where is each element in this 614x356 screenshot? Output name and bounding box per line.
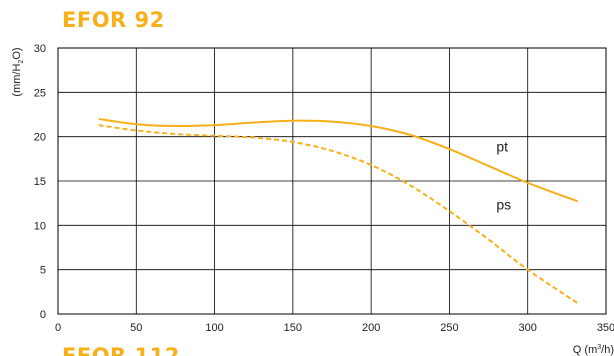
y-tick-label: 10 (34, 220, 46, 232)
y-tick-label: 0 (40, 309, 46, 321)
x-tick-label: 200 (362, 322, 380, 334)
x-tick-label: 0 (55, 322, 61, 334)
series-label-pt: pt (496, 139, 508, 155)
curves (98, 117, 579, 305)
x-tick-label: 150 (284, 322, 302, 334)
x-axis-label: Q (m3/h) (573, 344, 614, 356)
x-tick-label: 100 (205, 322, 223, 334)
x-tick-label: 300 (519, 322, 537, 334)
x-tick-label: 250 (440, 322, 458, 334)
y-tick-label: 20 (34, 132, 46, 144)
y-tick-label: 25 (34, 87, 46, 99)
y-tick-label: 15 (34, 176, 46, 188)
curve-labels: pt ps (496, 139, 511, 213)
chart-title: EFOR 92 (62, 8, 165, 32)
axis-ticks: 0 50 100 150 200 250 300 350 0 5 10 15 20 25 30 (34, 43, 614, 334)
y-tick-label: 30 (34, 43, 46, 55)
series-line-ps (98, 124, 579, 305)
series-label-ps: ps (496, 196, 511, 212)
x-tick-label: 350 (597, 322, 614, 334)
x-tick-label: 50 (130, 322, 142, 334)
y-tick-label: 5 (40, 265, 46, 277)
series-line-pt (98, 117, 579, 203)
y-axis-label: (mm/H2O) (11, 47, 25, 96)
next-chart-title-partial: EFOR 112 (62, 346, 182, 356)
